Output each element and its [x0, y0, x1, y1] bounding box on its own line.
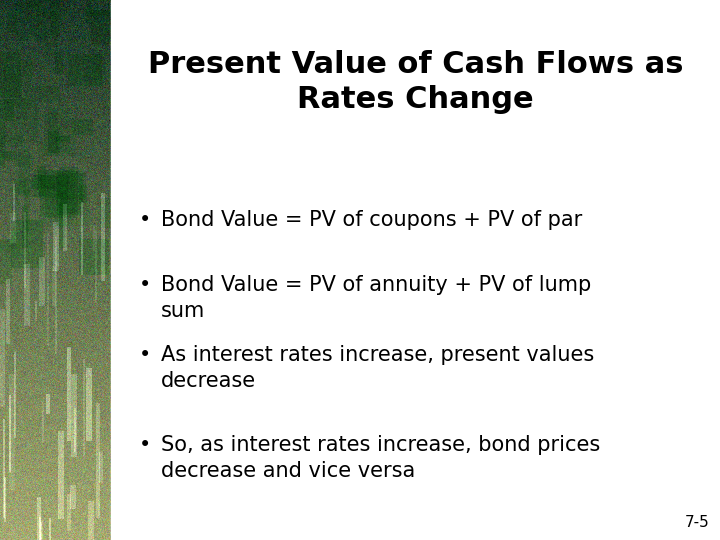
Text: Present Value of Cash Flows as
Rates Change: Present Value of Cash Flows as Rates Cha…	[148, 50, 683, 114]
Text: •: •	[139, 435, 151, 455]
Text: •: •	[139, 275, 151, 295]
Bar	[111, 0, 720, 540]
Text: 7-5: 7-5	[685, 515, 710, 530]
Text: So, as interest rates increase, bond prices
decrease and vice versa: So, as interest rates increase, bond pri…	[161, 435, 600, 481]
Text: •: •	[139, 210, 151, 230]
Text: Bond Value = PV of coupons + PV of par: Bond Value = PV of coupons + PV of par	[161, 210, 582, 230]
Text: Bond Value = PV of annuity + PV of lump
sum: Bond Value = PV of annuity + PV of lump …	[161, 275, 591, 321]
Text: •: •	[139, 345, 151, 365]
Text: As interest rates increase, present values
decrease: As interest rates increase, present valu…	[161, 345, 594, 390]
